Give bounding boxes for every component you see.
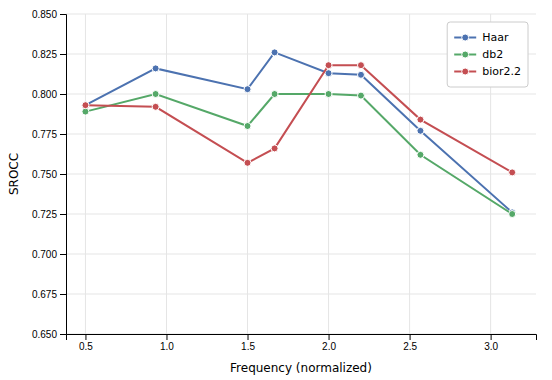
series-point	[509, 211, 516, 218]
x-tick-label: 1.5	[241, 341, 255, 352]
grid-line-y	[66, 214, 536, 215]
grid-line-y	[66, 254, 536, 255]
series-point	[152, 103, 159, 110]
legend-marker	[462, 68, 469, 75]
y-tick: 0.825	[32, 49, 66, 60]
y-tick-mark	[60, 294, 66, 295]
grid-line-y	[66, 134, 536, 135]
grid-line-y	[66, 14, 536, 15]
y-tick-label: 0.725	[32, 209, 57, 220]
series-point	[244, 123, 251, 130]
series-point	[271, 49, 278, 56]
legend-item: bior2.2	[454, 65, 521, 78]
series-point	[244, 86, 251, 93]
y-tick: 0.775	[32, 129, 66, 140]
grid	[66, 14, 536, 334]
y-tick-label: 0.675	[32, 289, 57, 300]
series-point	[357, 62, 364, 69]
x-tick-mark	[410, 334, 411, 340]
y-tick: 0.750	[32, 169, 66, 180]
y-tick-mark	[60, 214, 66, 215]
legend-marker	[462, 51, 469, 58]
legend-label: db2	[482, 48, 503, 61]
y-tick-mark	[60, 54, 66, 55]
series-point	[509, 169, 516, 176]
legend-box	[447, 22, 528, 87]
y-tick-label: 0.775	[32, 129, 57, 140]
x-tick-label: 0.5	[79, 341, 93, 352]
series-point	[357, 71, 364, 78]
y-tick-label: 0.700	[32, 249, 57, 260]
y-tick-label: 0.650	[32, 329, 57, 340]
chart: 0.51.01.52.02.53.00.6500.6750.7000.7250.…	[0, 0, 552, 380]
x-tick: 0.5	[79, 334, 93, 352]
series-point	[82, 102, 89, 109]
x-tick: 1.5	[241, 334, 255, 352]
y-tick-mark	[60, 14, 66, 15]
y-tick-label: 0.850	[32, 9, 57, 20]
x-tick: 3.0	[484, 334, 498, 352]
grid-line-y	[66, 174, 536, 175]
grid-line-x	[85, 14, 86, 334]
y-axis-line	[60, 15, 67, 335]
grid-line-y	[66, 294, 536, 295]
series-point	[271, 91, 278, 98]
y-tick-label: 0.825	[32, 49, 57, 60]
series-point	[325, 91, 332, 98]
x-tick-mark	[248, 334, 249, 340]
y-tick: 0.650	[32, 329, 66, 340]
x-tick-label: 3.0	[484, 341, 498, 352]
series-point	[244, 159, 251, 166]
y-tick-mark	[60, 254, 66, 255]
legend: Haar db2 bior2.2	[447, 22, 528, 87]
series-point	[417, 116, 424, 123]
x-tick-mark	[85, 334, 86, 340]
x-axis-title: Frequency (normalized)	[230, 361, 372, 375]
series-point	[417, 151, 424, 158]
y-tick-mark	[60, 134, 66, 135]
series-point	[325, 62, 332, 69]
x-tick-mark	[166, 334, 167, 340]
legend-label: Haar	[482, 31, 509, 44]
series-point	[152, 65, 159, 72]
series-point	[152, 91, 159, 98]
x-tick-mark	[491, 334, 492, 340]
y-tick-label: 0.800	[32, 89, 57, 100]
series-point	[271, 145, 278, 152]
y-tick-mark	[60, 174, 66, 175]
y-tick: 0.675	[32, 289, 66, 300]
y-tick-mark	[60, 94, 66, 95]
legend-item: db2	[454, 48, 503, 61]
series-point	[417, 127, 424, 134]
y-tick-mark	[60, 334, 66, 335]
x-tick-label: 2.0	[322, 341, 336, 352]
y-tick: 0.725	[32, 209, 66, 220]
x-tick: 2.0	[322, 334, 336, 352]
grid-line-x	[247, 14, 248, 334]
grid-line-x	[409, 14, 410, 334]
x-tick-label: 1.0	[160, 341, 174, 352]
y-tick-label: 0.750	[32, 169, 57, 180]
x-axis-line	[67, 335, 537, 341]
x-tick: 2.5	[403, 334, 417, 352]
y-tick: 0.700	[32, 249, 66, 260]
plot: 0.51.01.52.02.53.00.6500.6750.7000.7250.…	[32, 9, 537, 352]
legend-marker	[462, 34, 469, 41]
x-tick-mark	[329, 334, 330, 340]
series-point	[357, 92, 364, 99]
legend-item: Haar	[454, 31, 509, 44]
x-axis: 0.5 1.0 1.5 2.0 2.5 3.0	[67, 334, 537, 352]
y-tick: 0.800	[32, 89, 66, 100]
legend-label: bior2.2	[482, 65, 521, 78]
x-tick: 1.0	[160, 334, 174, 352]
y-axis: 0.650 0.675 0.700 0.725 0.750 0.775 0.800 0.825…	[32, 9, 67, 340]
grid-line-x	[166, 14, 167, 334]
y-axis-title: SROCC	[7, 153, 21, 195]
y-tick: 0.850	[32, 9, 66, 20]
series-point	[82, 102, 89, 109]
x-tick-label: 2.5	[403, 341, 417, 352]
